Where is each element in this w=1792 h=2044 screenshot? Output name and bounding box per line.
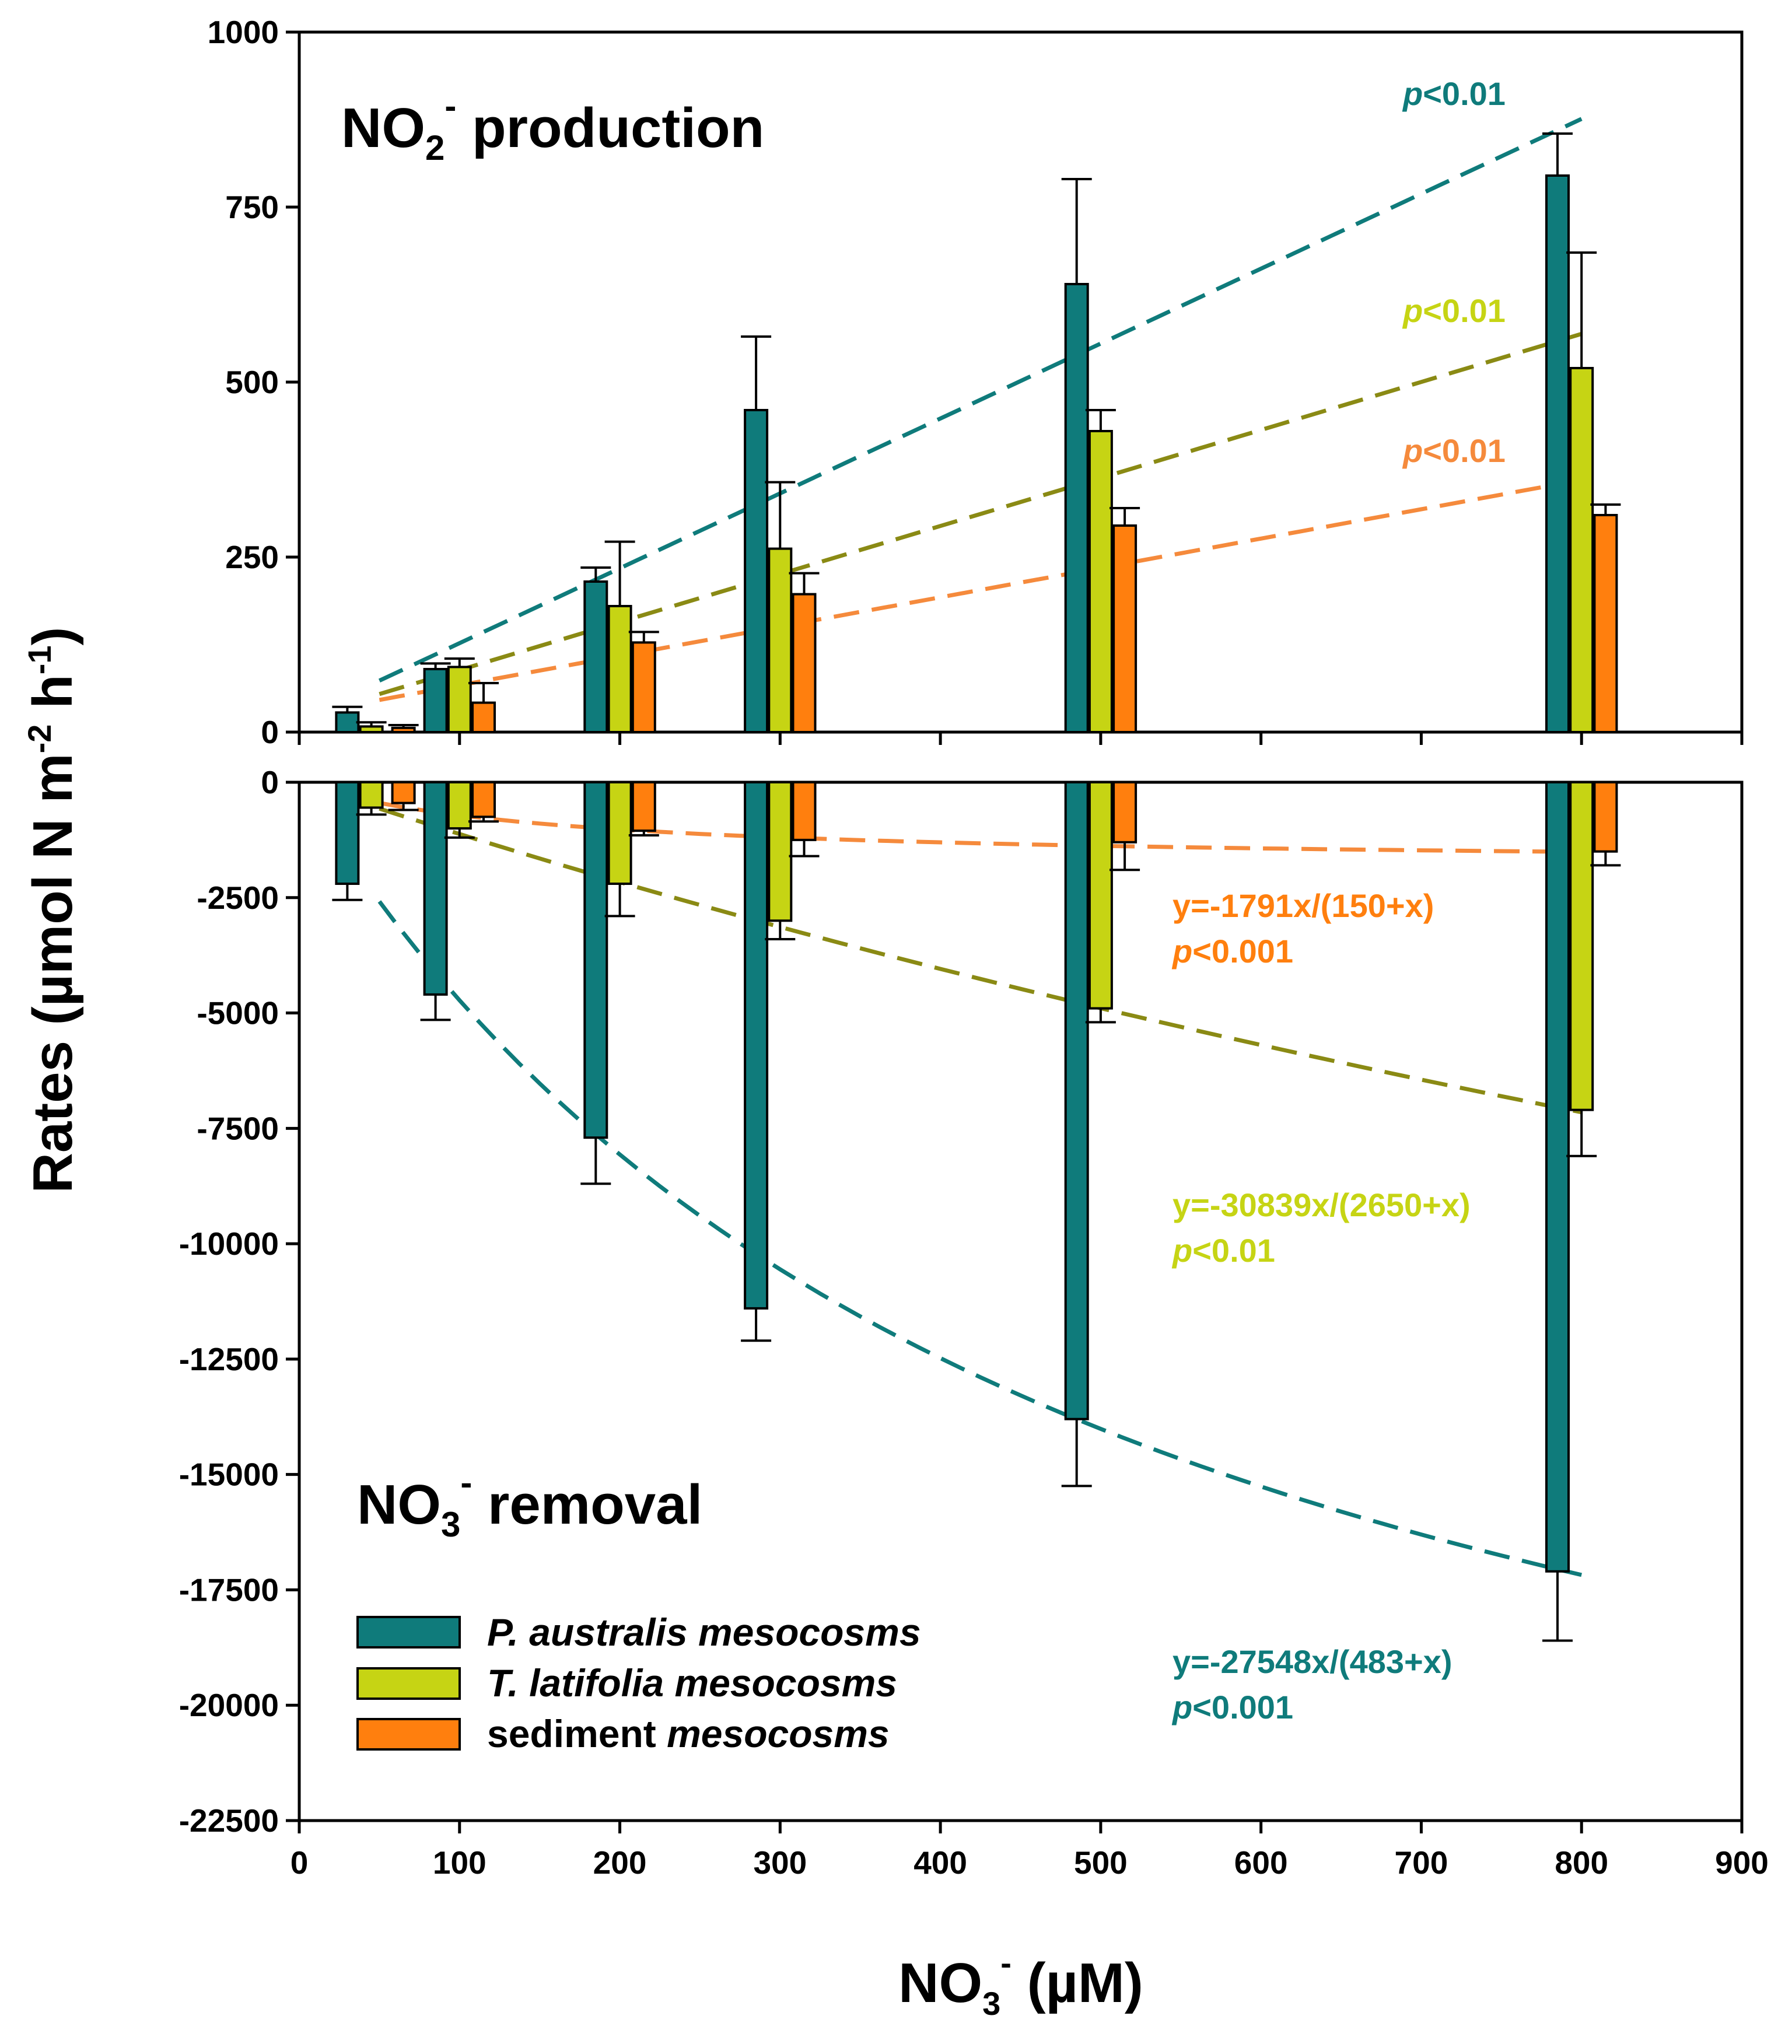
- bottom-bar-p-australis: [1064, 781, 1089, 1420]
- top-fit-line-p-australis: [378, 117, 1583, 682]
- bottom-bar-sediment: [792, 781, 817, 841]
- x-tick-label: 700: [1395, 1845, 1448, 1881]
- bottom-bar-t-latifolia: [447, 781, 472, 830]
- bottom-y-tick-label: -2500: [197, 880, 279, 916]
- bottom-fit-equation-t-latifolia: y=-30839x/(2650+x): [1172, 1186, 1471, 1223]
- top-fit-line-sediment: [379, 478, 1582, 702]
- bottom-bar-p-australis: [335, 781, 360, 885]
- legend-label-sediment: sediment mesocosms: [487, 1712, 890, 1755]
- x-tick-label: 500: [1074, 1845, 1128, 1881]
- top-y-tick-label: 1000: [208, 14, 279, 50]
- x-axis-title: NO3- (µM): [898, 1944, 1143, 2022]
- bottom-fit-equation-sediment: y=-1791x/(150+x): [1172, 887, 1434, 924]
- x-tick-label: 300: [753, 1845, 807, 1881]
- top-fit-lines: [378, 117, 1583, 702]
- top-bar-t-latifolia: [359, 725, 384, 734]
- top-fit-line-t-latifolia: [379, 332, 1583, 696]
- top-bar-sediment: [792, 593, 817, 733]
- top-fit-label-t-latifolia: p<0.01: [1402, 292, 1506, 329]
- bottom-y-tick-label: -20000: [179, 1687, 279, 1723]
- bottom-fit-line-sediment: [379, 800, 1582, 854]
- bottom-y-tick-label: -15000: [179, 1457, 279, 1493]
- x-tick-label: 900: [1715, 1845, 1769, 1881]
- top-panel-title: NO2- production: [341, 86, 764, 167]
- top-bar-t-latifolia: [607, 605, 632, 733]
- bottom-bar-sediment: [1112, 781, 1138, 844]
- legend-swatch-t-latifolia: [356, 1667, 461, 1700]
- top-y-tick-label: 750: [225, 189, 279, 225]
- top-bar-sediment: [1112, 524, 1138, 733]
- top-bar-p-australis: [1064, 283, 1089, 733]
- top-y-tick-label: 0: [261, 714, 279, 750]
- top-bar-p-australis: [744, 409, 769, 733]
- bottom-bar-sediment: [1593, 781, 1618, 853]
- top-bar-t-latifolia: [1569, 367, 1594, 733]
- bottom-panel-frame: [298, 780, 1744, 1822]
- x-tick-label: 0: [290, 1845, 309, 1881]
- x-tick-label: 100: [433, 1845, 487, 1881]
- bottom-bar-t-latifolia: [1569, 781, 1594, 1111]
- bottom-bar-t-latifolia: [359, 781, 384, 809]
- top-bars: [332, 132, 1621, 734]
- top-bar-p-australis: [423, 668, 448, 733]
- bottom-bar-sediment: [631, 781, 656, 832]
- bottom-y-tick-label: -10000: [179, 1226, 279, 1262]
- top-bar-t-latifolia: [768, 547, 793, 733]
- top-bar-t-latifolia: [1088, 430, 1113, 733]
- top-fit-label-sediment: p<0.01: [1402, 432, 1506, 469]
- y-axis-title: Rates (µmol N m-2 h-1): [21, 627, 84, 1194]
- top-bar-p-australis: [1545, 174, 1570, 733]
- bottom-bars: [332, 781, 1621, 1642]
- bottom-bar-p-australis: [744, 781, 769, 1310]
- x-tick-label: 200: [593, 1845, 647, 1881]
- x-tick-label: 600: [1234, 1845, 1288, 1881]
- top-bar-sediment: [631, 641, 656, 734]
- bottom-bar-sediment: [471, 781, 496, 818]
- top-bar-sediment: [1593, 514, 1618, 733]
- bottom-fit-p-p-australis: p<0.001: [1171, 1689, 1293, 1726]
- bottom-fit-p-sediment: p<0.001: [1171, 933, 1293, 970]
- top-bar-t-latifolia: [447, 666, 472, 734]
- bottom-bar-p-australis: [423, 781, 448, 996]
- top-fit-label-p-australis: p<0.01: [1402, 75, 1506, 112]
- legend: P. australis mesocosms T. latifolia meso…: [356, 1611, 921, 1755]
- bottom-y-tick-label: -7500: [197, 1110, 279, 1146]
- top-bar-p-australis: [335, 711, 360, 734]
- x-tick-label: 400: [914, 1845, 967, 1881]
- bottom-bar-t-latifolia: [607, 781, 632, 885]
- legend-label-t-latifolia: T. latifolia mesocosms: [487, 1661, 897, 1704]
- bottom-fit-lines: [377, 800, 1583, 1577]
- bottom-bar-sediment: [391, 781, 416, 804]
- legend-swatch-sediment: [356, 1718, 461, 1751]
- bottom-y-tick-label: -22500: [179, 1803, 279, 1839]
- top-y-tick-label: 250: [225, 539, 279, 575]
- top-bar-sediment: [471, 701, 496, 733]
- bottom-bar-t-latifolia: [1088, 781, 1113, 1010]
- bottom-fit-line-p-australis: [377, 900, 1583, 1577]
- bottom-fit-equation-p-australis: y=-27548x/(483+x): [1172, 1643, 1452, 1680]
- bottom-panel-title: NO3- removal: [357, 1463, 702, 1544]
- legend-swatch-p-australis: [356, 1616, 461, 1648]
- bottom-bar-p-australis: [1545, 781, 1570, 1573]
- top-y-tick-label: 500: [225, 364, 279, 400]
- legend-label-p-australis: P. australis mesocosms: [487, 1611, 921, 1654]
- top-bar-p-australis: [583, 580, 608, 733]
- x-tick-label: 800: [1555, 1845, 1608, 1881]
- axes-ticks: 02505007501000-22500-20000-17500-15000-1…: [179, 14, 1769, 1881]
- bottom-fit-line-t-latifolia: [379, 806, 1582, 1115]
- bottom-y-tick-label: 0: [261, 764, 279, 800]
- bottom-y-tick-label: -5000: [197, 995, 279, 1031]
- bottom-bar-p-australis: [583, 781, 608, 1139]
- bottom-y-tick-label: -12500: [179, 1341, 279, 1377]
- bottom-y-tick-label: -17500: [179, 1572, 279, 1608]
- top-bar-sediment: [391, 726, 416, 734]
- bottom-fit-p-t-latifolia: p<0.01: [1171, 1232, 1275, 1269]
- bottom-bar-t-latifolia: [768, 781, 793, 922]
